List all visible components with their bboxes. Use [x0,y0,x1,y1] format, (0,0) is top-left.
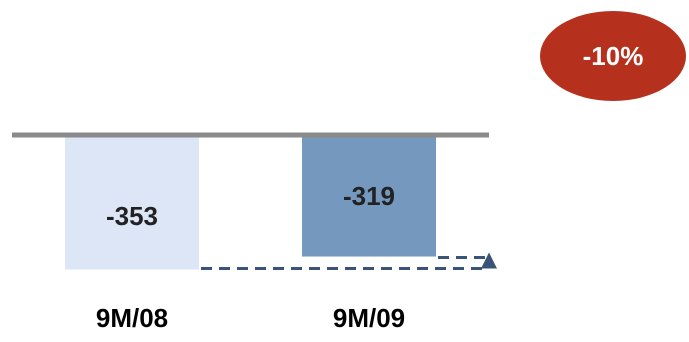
comparison-arrow-icon [481,252,497,269]
bar-value-label-9m08: -353 [106,201,158,231]
change-badge-text: -10% [583,41,644,71]
category-label-9m08: 9M/08 [96,303,168,333]
bar-9m09 [302,135,436,257]
change-badge-shape [540,11,686,101]
bar-9m08 [65,135,199,270]
category-label-9m09: 9M/09 [333,303,405,333]
bar-value-label-9m09: -319 [343,181,395,211]
change-badge: -10% [540,11,686,101]
